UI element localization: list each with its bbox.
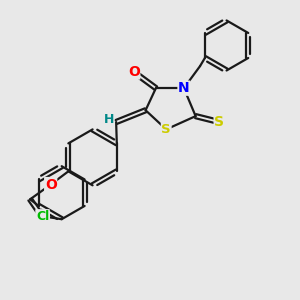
Text: O: O — [128, 65, 140, 79]
Text: N: N — [178, 81, 190, 95]
Text: O: O — [38, 212, 49, 226]
Text: Cl: Cl — [36, 210, 49, 223]
Text: S: S — [161, 123, 171, 136]
Text: H: H — [103, 112, 114, 126]
Text: O: O — [45, 178, 57, 192]
Text: S: S — [214, 115, 224, 129]
